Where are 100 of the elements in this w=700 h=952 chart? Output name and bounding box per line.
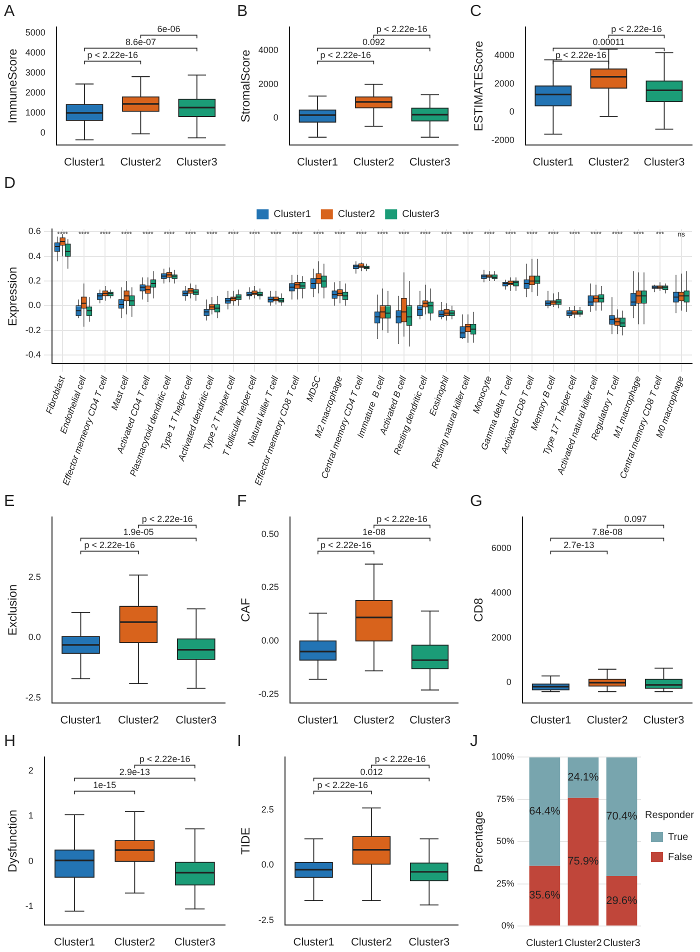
y-tick-label: 3000 [25, 68, 46, 78]
data-label: 64.4% [529, 806, 560, 818]
y-tick-label: -0.2 [25, 324, 41, 335]
annotation: 0.00011 [592, 37, 625, 48]
annotation: p < 2.22e-16 [142, 514, 193, 524]
annotation: p < 2.22e-16 [317, 780, 368, 790]
y-tick-label: 1000 [25, 107, 46, 118]
annotation: 2.9e-13 [119, 767, 150, 778]
chart-title: E [4, 493, 15, 510]
x-tick-label: Cluster2 [353, 714, 394, 726]
legend-label: False [668, 852, 693, 863]
x-tick-label: Cluster2 [118, 714, 159, 726]
y-tick-label: 0 [509, 106, 514, 117]
y-tick-label: 0.50 [261, 528, 279, 539]
data-label: 29.6% [606, 894, 638, 907]
annotation: 1e-15 [93, 780, 116, 790]
annotation: 7.8e-08 [592, 527, 622, 538]
annotation: 0.092 [362, 37, 385, 48]
y-tick-label: -2000 [491, 135, 514, 146]
annotation: p < 2.22e-16 [556, 50, 606, 60]
y-tick-label: 4000 [491, 588, 512, 598]
annotation: p < 2.22e-16 [84, 540, 136, 550]
annotation: 0.097 [624, 514, 647, 524]
x-tick-label: Cluster2 [588, 156, 630, 168]
x-tick-label: MDSC [304, 374, 324, 403]
y-tick-label: -0.4 [25, 350, 41, 360]
y-axis-title: StromalScore [238, 49, 253, 122]
y-tick-label: 5000 [25, 28, 46, 38]
y-tick-label: 2000 [491, 632, 512, 642]
y-tick-label: 2 [28, 765, 34, 776]
annotation: 0.012 [360, 767, 383, 778]
data-label: 35.6% [529, 890, 560, 902]
y-tick-label: 75% [496, 794, 514, 804]
x-tick-label: Cluster3 [409, 156, 450, 168]
x-tick-label: Cluster2 [564, 938, 602, 949]
x-tick-label: Cluster1 [526, 938, 564, 949]
x-tick-label: Cluster1 [60, 714, 102, 726]
chart-title: J [470, 733, 478, 750]
y-tick-label: -0.25 [258, 688, 279, 699]
y-axis-title: Percentage [472, 810, 486, 872]
y-tick-label: 4000 [258, 45, 278, 56]
legend-label: Cluster3 [402, 208, 440, 220]
chart-title: D [4, 175, 16, 192]
annotation: p < 2.22e-16 [320, 50, 372, 60]
chart-title: I [237, 733, 242, 750]
x-tick-label: Cluster2 [586, 714, 628, 726]
x-tick-label: Cluster3 [603, 938, 641, 949]
y-tick-label: 4000 [25, 48, 46, 58]
annotation: 6e-06 [157, 24, 180, 34]
x-tick-label: Cluster1 [64, 156, 105, 168]
y-tick-label: -2.5 [25, 692, 41, 702]
annotation: p < 2.22e-16 [611, 24, 662, 34]
annotation: 8.6e-07 [125, 37, 156, 48]
annotation: 1e-08 [362, 527, 386, 538]
y-tick-label: 4000 [494, 50, 514, 60]
x-tick-label: Cluster1 [297, 156, 338, 168]
annotation: 2.7e-13 [564, 540, 594, 550]
x-tick-label: Cluster3 [408, 936, 450, 948]
y-tick-label: 0 [506, 677, 512, 688]
chart-title: H [4, 733, 16, 750]
legend-label: Cluster1 [274, 208, 312, 220]
x-tick-label: Cluster3 [643, 714, 684, 726]
y-tick-label: 2.5 [261, 804, 274, 815]
y-axis-title: Exclusion [6, 584, 20, 636]
x-tick-label: Cluster2 [114, 936, 156, 948]
y-axis-title: CD8 [472, 598, 486, 622]
y-tick-label: 0.25 [261, 582, 279, 592]
y-tick-label: 0.0 [28, 632, 41, 642]
y-tick-label: 0.6 [28, 226, 41, 236]
x-tick-label: Cluster3 [176, 156, 218, 168]
annotation: p < 2.22e-16 [374, 754, 426, 764]
chart-title: F [237, 493, 247, 510]
data-label: 24.1% [568, 772, 600, 784]
annotation: p < 2.22e-16 [320, 540, 372, 550]
y-tick-label: 0.00 [261, 635, 279, 646]
x-tick-label: Cluster3 [176, 714, 217, 726]
x-tick-label: Cluster1 [530, 714, 572, 726]
chart-title: A [4, 3, 15, 20]
y-tick-label: 6000 [491, 542, 512, 553]
y-tick-label: 2.5 [28, 572, 41, 582]
y-axis-title: ImmuneScore [6, 48, 20, 124]
annotation: p < 2.22e-16 [376, 514, 428, 524]
y-axis-title: TIDE [238, 827, 253, 855]
y-tick-label: 0 [40, 127, 46, 138]
y-tick-label: 25% [496, 878, 514, 888]
y-tick-label: 100% [491, 752, 514, 762]
y-tick-label: 1 [28, 810, 34, 821]
y-tick-label: 0.4 [28, 250, 41, 261]
x-tick-label: Cluster2 [120, 156, 162, 168]
x-tick-label: Cluster1 [54, 936, 95, 948]
data-label: 75.9% [568, 856, 600, 868]
y-axis-title: Dysfunction [6, 810, 20, 872]
legend-label: True [668, 832, 689, 843]
y-tick-label: 2000 [258, 78, 278, 89]
x-tick-label: Cluster1 [293, 936, 334, 948]
annotation: p < 2.22e-16 [376, 24, 428, 34]
y-tick-label: 0.0 [261, 860, 274, 870]
y-axis-title: ESTIMATEScore [472, 40, 486, 132]
annotation: p < 2.22e-16 [139, 754, 190, 764]
y-tick-label: 0 [273, 112, 278, 122]
